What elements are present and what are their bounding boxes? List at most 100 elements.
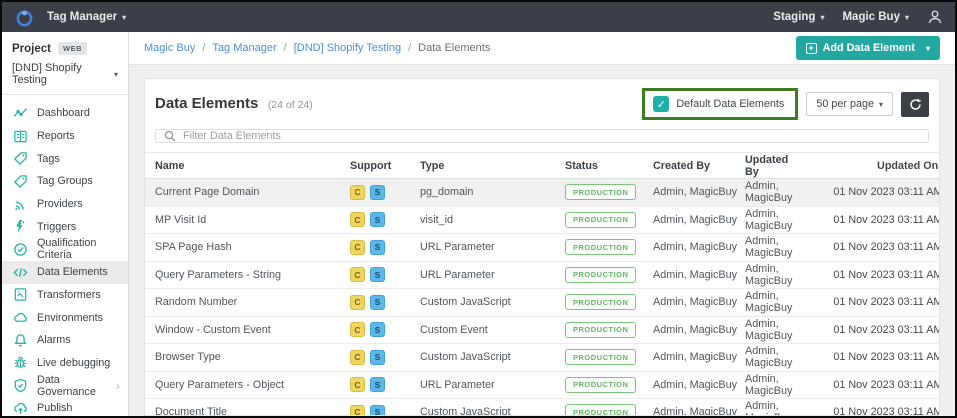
filter-input[interactable] (183, 130, 920, 142)
row-type: Custom JavaScript (420, 406, 565, 416)
status-badge: PRODUCTION (565, 322, 636, 338)
sidebar-item-tag-groups[interactable]: Tag Groups (2, 170, 128, 193)
table-row[interactable]: SPA Page Hash C S URL Parameter PRODUCTI… (145, 234, 939, 262)
table-row[interactable]: Query Parameters - String C S URL Parame… (145, 262, 939, 290)
table-row[interactable]: Browser Type C S Custom JavaScript PRODU… (145, 344, 939, 372)
sidebar-item-alarms[interactable]: Alarms (2, 329, 128, 352)
row-type: visit_id (420, 214, 565, 226)
per-page-dropdown[interactable]: 50 per page ▾ (806, 92, 893, 116)
client-support-badge: C (350, 350, 365, 365)
sidebar-item-tags[interactable]: Tags (2, 147, 128, 170)
row-updated-by: Admin, MagicBuy (745, 373, 792, 397)
user-icon (927, 9, 943, 25)
row-updated-on: 01 Nov 2023 03:11 AM (792, 351, 940, 363)
row-name[interactable]: Document Title (155, 406, 350, 416)
sidebar-item-label: Dashboard (37, 107, 90, 119)
row-created-by: Admin, MagicBuy (653, 324, 745, 336)
column-header-type[interactable]: Type (420, 160, 565, 172)
sidebar-item-data-governance[interactable]: Data Governance › (2, 374, 128, 397)
row-name[interactable]: Browser Type (155, 351, 350, 363)
breadcrumb-separator: / (202, 42, 205, 54)
column-header-status[interactable]: Status (565, 160, 653, 172)
row-type: Custom Event (420, 324, 565, 336)
sidebar-item-publish[interactable]: Publish (2, 397, 128, 416)
sidebar-item-transformers[interactable]: x Transformers (2, 284, 128, 307)
row-type: URL Parameter (420, 241, 565, 253)
client-support-badge: C (350, 377, 365, 392)
row-name[interactable]: Query Parameters - Object (155, 379, 350, 391)
status-badge: PRODUCTION (565, 294, 636, 310)
row-updated-on: 01 Nov 2023 03:11 AM (792, 406, 940, 416)
sidebar-item-environments[interactable]: Environments (2, 306, 128, 329)
sidebar-item-reports[interactable]: Reports (2, 125, 128, 148)
data-elements-panel: Data Elements (24 of 24) ✓ Default Data … (144, 78, 940, 416)
chart-line-icon (13, 106, 28, 121)
row-type: pg_domain (420, 186, 565, 198)
row-updated-by: Admin, MagicBuy (745, 290, 792, 314)
sidebar-item-label: Transformers (37, 289, 101, 301)
project-selector[interactable]: [DND] Shopify Testing ▾ (12, 62, 118, 86)
sidebar-item-label: Tag Groups (37, 175, 93, 187)
row-name[interactable]: Current Page Domain (155, 186, 350, 198)
environment-selector[interactable]: Staging ▾ (773, 11, 824, 23)
column-header-updated-on[interactable]: Updated On (788, 160, 938, 172)
breadcrumb: Magic Buy / Tag Manager / [DND] Shopify … (144, 42, 490, 54)
sidebar-item-label: Triggers (37, 221, 76, 233)
main-area: Magic Buy / Tag Manager / [DND] Shopify … (129, 32, 955, 416)
sidebar-item-dashboard[interactable]: Dashboard (2, 102, 128, 125)
status-badge: PRODUCTION (565, 404, 636, 416)
row-name[interactable]: Random Number (155, 296, 350, 308)
sidebar-item-providers[interactable]: Providers (2, 193, 128, 216)
row-name[interactable]: SPA Page Hash (155, 241, 350, 253)
table-row[interactable]: Query Parameters - Object C S URL Parame… (145, 372, 939, 400)
row-status: PRODUCTION (565, 322, 653, 338)
sidebar-item-label: Providers (37, 198, 83, 210)
column-header-created-by[interactable]: Created By (653, 160, 745, 172)
column-header-name[interactable]: Name (155, 160, 350, 172)
cloud-icon (13, 310, 28, 325)
column-header-support[interactable]: Support (350, 160, 420, 172)
refresh-button[interactable] (901, 92, 929, 117)
table-row[interactable]: Current Page Domain C S pg_domain PRODUC… (145, 179, 939, 207)
sidebar-item-label: Tags (37, 153, 60, 165)
table-row[interactable]: Random Number C S Custom JavaScript PROD… (145, 289, 939, 317)
app-switcher[interactable]: Tag Manager ▾ (47, 11, 126, 23)
sidebar-item-triggers[interactable]: Triggers (2, 215, 128, 238)
filter-bar (155, 129, 929, 143)
sidebar-item-data-elements[interactable]: Data Elements (2, 261, 128, 284)
column-header-updated-by[interactable]: Updated By (745, 154, 788, 178)
check-circle-icon (13, 242, 28, 257)
row-status: PRODUCTION (565, 184, 653, 200)
chevron-down-icon: ▾ (114, 70, 118, 79)
row-support: C S (350, 212, 420, 227)
breadcrumb-app[interactable]: Tag Manager (212, 42, 276, 54)
breadcrumb-project[interactable]: [DND] Shopify Testing (294, 42, 401, 54)
client-support-badge: C (350, 405, 365, 416)
sidebar-nav: Dashboard Reports Tags Tag Groups Provid… (2, 95, 128, 416)
server-support-badge: S (370, 405, 385, 416)
breadcrumb-account[interactable]: Magic Buy (144, 42, 195, 54)
row-status: PRODUCTION (565, 212, 653, 228)
sidebar-item-qualification-criteria[interactable]: Qualification Criteria (2, 238, 128, 261)
tag-group-icon (13, 174, 28, 189)
row-support: C S (350, 185, 420, 200)
row-type: Custom JavaScript (420, 296, 565, 308)
table-row[interactable]: Window - Custom Event C S Custom Event P… (145, 317, 939, 345)
row-name[interactable]: MP Visit Id (155, 214, 350, 226)
account-selector[interactable]: Magic Buy ▾ (842, 11, 909, 23)
server-support-badge: S (370, 377, 385, 392)
sidebar-item-live-debugging[interactable]: Live debugging (2, 352, 128, 375)
row-name[interactable]: Window - Custom Event (155, 324, 350, 336)
user-menu[interactable] (927, 9, 943, 25)
default-elements-checkbox[interactable]: ✓ (653, 96, 669, 112)
row-name[interactable]: Query Parameters - String (155, 269, 350, 281)
status-badge: PRODUCTION (565, 349, 636, 365)
breadcrumb-separator: / (284, 42, 287, 54)
table-row[interactable]: Document Title C S Custom JavaScript PRO… (145, 399, 939, 416)
bug-icon (13, 355, 28, 370)
plus-icon: + (806, 43, 817, 54)
client-support-badge: C (350, 185, 365, 200)
table-row[interactable]: MP Visit Id C S visit_id PRODUCTION Admi… (145, 207, 939, 235)
add-data-element-button[interactable]: + Add Data Element ▾ (796, 36, 940, 60)
client-support-badge: C (350, 240, 365, 255)
